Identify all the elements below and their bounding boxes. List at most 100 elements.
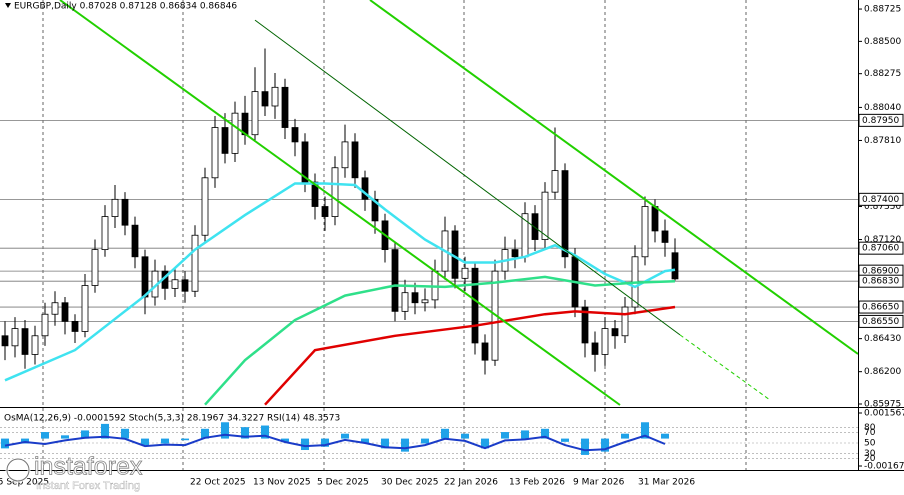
candle-body: [421, 299, 429, 304]
moving-average: [204, 275, 676, 406]
osma-bar: [181, 438, 189, 441]
osma-bar: [501, 432, 509, 439]
candle-body: [251, 91, 259, 136]
candle-body: [351, 141, 359, 179]
level-label-box: [858, 113, 904, 127]
osma-bar: [41, 432, 49, 439]
candle-body: [81, 285, 89, 332]
chart-title: EURGBP,Daily 0.87028 0.87128 0.86834 0.8…: [14, 2, 237, 12]
osma-bar: [81, 430, 89, 439]
x-tick-label: 13 Nov 2025: [253, 478, 311, 488]
osma-bar: [581, 438, 589, 455]
osma-bar: [261, 425, 269, 439]
osma-bar: [461, 433, 469, 439]
trend-line: [59, 0, 621, 406]
x-tick-label: 13 Feb 2026: [509, 478, 565, 488]
osma-bar: [601, 438, 609, 452]
candle-body: [531, 213, 539, 240]
candle-body: [481, 342, 489, 361]
candle-body: [311, 181, 319, 207]
candle-body: [21, 328, 29, 355]
candle-body: [511, 249, 519, 258]
x-tick-label: 9 Mar 2026: [573, 478, 625, 488]
y-tick-label: 0.87350: [864, 202, 901, 212]
osma-bar: [1, 438, 9, 449]
candle-body: [551, 170, 559, 193]
candle-body: [361, 177, 369, 200]
candle-body: [651, 206, 659, 232]
candle-body: [41, 313, 49, 337]
candle-body: [561, 170, 569, 258]
grid: [42, 0, 747, 470]
y-tick-label: 0.85975: [864, 399, 901, 409]
level-label: 0.86550: [862, 317, 899, 327]
candle-body: [171, 279, 179, 289]
osma-tick-label: -0.0016791: [864, 462, 904, 472]
osma-bar: [221, 422, 229, 439]
osma-bar: [361, 438, 369, 444]
x-tick-label: 31 Mar 2026: [638, 478, 695, 488]
osma-bar: [121, 428, 129, 439]
osma-bar: [281, 438, 289, 442]
candle-body: [641, 206, 649, 258]
watermark-brand: instaforex: [34, 453, 143, 481]
candle-body: [61, 302, 69, 322]
y-tick-label: 0.87120: [864, 235, 901, 245]
trend-line: [679, 334, 771, 401]
watermark-tagline: Instant Forex Trading: [36, 480, 140, 492]
watermark: instaforex Instant Forex Trading: [5, 452, 143, 492]
candle-body: [111, 198, 119, 217]
indicator-title: OsMA(12,26,9) -0.0001592 Stoch(5,3,3) 28…: [4, 414, 340, 424]
osma-bar: [241, 427, 249, 439]
candle-body: [271, 86, 279, 107]
osma-bar: [161, 438, 169, 444]
candle-body: [51, 302, 59, 315]
level-label: 0.87400: [862, 195, 899, 205]
candle-body: [661, 230, 669, 243]
rsi-tick-label: 70: [864, 428, 876, 438]
x-tick-label: 22 Oct 2025: [190, 478, 246, 488]
collapse-icon: [5, 3, 11, 8]
candle-body: [391, 249, 399, 312]
candle-body: [181, 279, 189, 292]
osma-bar: [341, 433, 349, 439]
rsi-tick-label: 30: [864, 449, 876, 459]
candle-body: [471, 267, 479, 344]
moving-average: [4, 182, 676, 382]
candle-body: [411, 292, 419, 304]
osma-bar: [61, 435, 69, 439]
candle-body: [301, 141, 309, 183]
osma-bar: [101, 423, 109, 439]
osma-bar: [201, 428, 209, 439]
y-tick-label: 0.86430: [864, 334, 901, 344]
candle-body: [121, 198, 129, 226]
y-tick-label: 0.88040: [864, 103, 901, 113]
candle-body: [201, 177, 209, 236]
osma-bar: [301, 438, 309, 451]
osma-bar: [661, 433, 669, 439]
rsi-tick-label: 50: [864, 439, 876, 449]
candle-body: [191, 234, 199, 292]
level-label-box: [858, 314, 904, 328]
osma-bar: [561, 438, 569, 442]
candle-body: [401, 292, 409, 312]
candle-body: [371, 198, 379, 222]
candle-body: [261, 91, 269, 107]
candle-body: [281, 86, 289, 128]
osma-bar: [621, 433, 629, 439]
osma-bar: [381, 438, 389, 449]
osma-bar: [481, 438, 489, 449]
x-tick-label: 5 Dec 2025: [317, 478, 369, 488]
candle-body: [11, 328, 19, 347]
candle-body: [101, 216, 109, 251]
candle-body: [131, 224, 139, 258]
osma-bar: [421, 438, 429, 444]
x-tick-label: 30 Dec 2025: [381, 478, 439, 488]
level-label: 0.86830: [862, 277, 899, 287]
y-tick-label: 0.88500: [864, 37, 901, 47]
candle-body: [341, 141, 349, 169]
candle-body: [621, 306, 629, 337]
candle-body: [321, 206, 329, 217]
candle-body: [541, 191, 549, 240]
